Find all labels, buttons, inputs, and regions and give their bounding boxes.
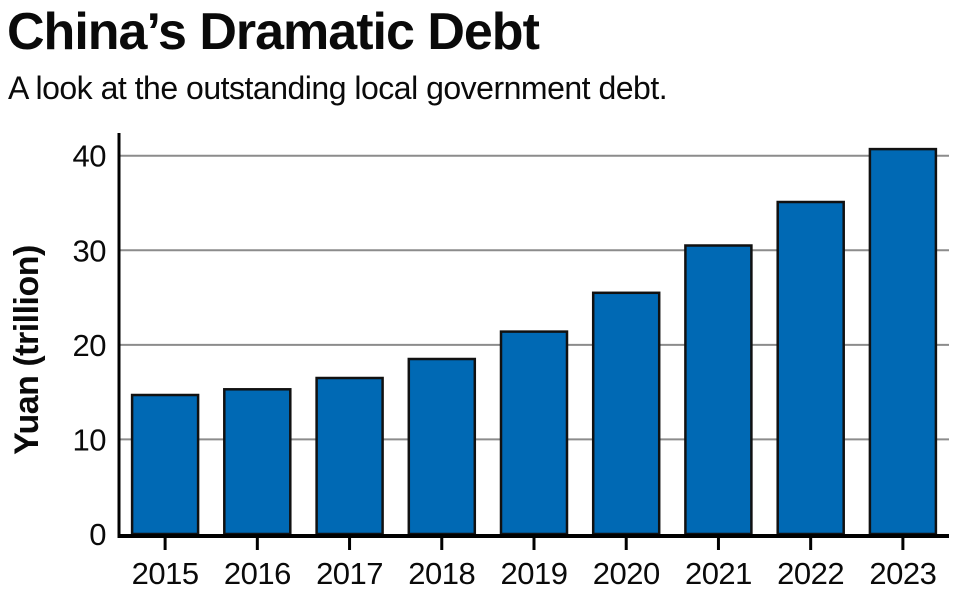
- x-tick-label-2017: 2017: [316, 556, 383, 591]
- chart-subtitle: A look at the outstanding local governme…: [8, 70, 668, 106]
- bar-2018: [407, 357, 477, 536]
- x-tick-label-2021: 2021: [685, 556, 752, 591]
- x-tick-label-2022: 2022: [777, 556, 844, 591]
- bar-2022: [776, 200, 845, 536]
- bar-2023: [868, 147, 938, 536]
- y-tick-label-30: 30: [73, 233, 107, 268]
- y-tick-label-10: 10: [73, 422, 107, 457]
- x-tick-label-2020: 2020: [593, 556, 660, 591]
- x-tick-label-2018: 2018: [408, 556, 475, 591]
- y-tick-label-40: 40: [73, 139, 107, 174]
- x-tick-label-2016: 2016: [224, 556, 291, 591]
- bar-2019: [499, 330, 569, 536]
- x-tick-label-2019: 2019: [501, 556, 568, 591]
- y-tick-label-0: 0: [89, 517, 106, 552]
- x-tick-label-2015: 2015: [132, 556, 199, 591]
- bar-2015: [130, 393, 200, 536]
- chart-title: China’s Dramatic Debt: [7, 3, 540, 61]
- x-tick-label-2023: 2023: [869, 556, 936, 591]
- bar-2021: [684, 244, 753, 536]
- y-tick-label-20: 20: [73, 328, 107, 363]
- bar-2016: [223, 388, 292, 536]
- bar-2020: [591, 291, 661, 536]
- bar-2017: [315, 376, 384, 536]
- y-axis-title: Yuan (trillion): [8, 245, 46, 455]
